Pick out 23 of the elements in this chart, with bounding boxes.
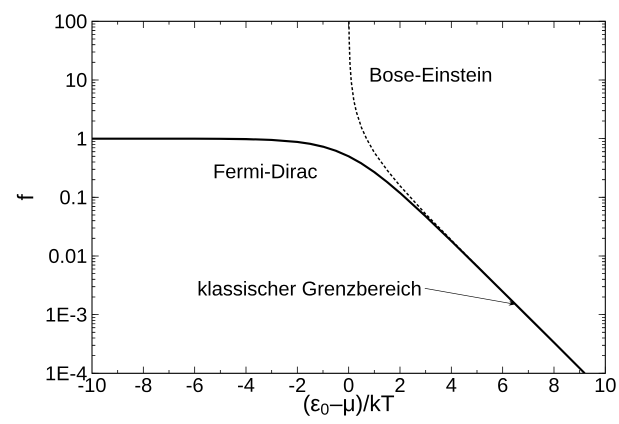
y-tick-label: 1E-3 — [46, 308, 86, 322]
x-tick-label: -8 — [135, 378, 152, 392]
x-tick-label: 8 — [549, 378, 559, 392]
y-axis-title: f — [16, 194, 34, 200]
x-tick-label: 2 — [395, 378, 405, 392]
x-tick-label: -10 — [78, 378, 106, 392]
x-tick-label: -4 — [238, 378, 254, 392]
y-tick-label: 100 — [55, 14, 86, 28]
y-tick-label: 0.1 — [60, 190, 86, 204]
x-tick-label: -2 — [289, 378, 306, 392]
x-tick-label: 4 — [446, 378, 456, 392]
x-tick-label: 10 — [596, 378, 616, 392]
y-tick-label: 1E-4 — [46, 366, 87, 380]
x-tick-label: -6 — [186, 378, 203, 392]
y-tick-label: 0.01 — [49, 248, 86, 264]
series-label: Fermi-Dirac — [214, 164, 317, 178]
y-tick-label: 10 — [66, 72, 86, 88]
series-label: Bose-Einstein — [370, 67, 492, 82]
y-tick-label: 1 — [78, 132, 86, 146]
x-tick-label: 0 — [344, 378, 354, 392]
x-axis-title: (ε$_{0}$–μ)/kT — [304, 394, 394, 416]
x-tick-label: 6 — [498, 378, 508, 392]
annotation: klassischer Grenzbereich — [198, 280, 420, 296]
